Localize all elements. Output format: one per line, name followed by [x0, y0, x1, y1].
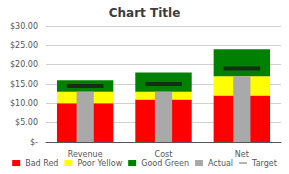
svg-text:$20.00: $20.00: [10, 60, 38, 69]
svg-text:$30.00: $30.00: [10, 22, 38, 31]
svg-text:Bad Red: Bad Red: [25, 159, 58, 168]
svg-text:Poor Yellow: Poor Yellow: [77, 159, 122, 168]
svg-text:Cost: Cost: [155, 150, 173, 159]
svg-text:Chart Title: Chart Title: [109, 6, 181, 20]
svg-text:$15.00: $15.00: [10, 80, 38, 89]
svg-text:$-: $-: [30, 138, 38, 147]
svg-text:$25.00: $25.00: [10, 41, 38, 50]
svg-text:$5.00: $5.00: [15, 118, 38, 127]
svg-text:$10.00: $10.00: [10, 99, 38, 108]
svg-text:Target: Target: [251, 159, 277, 168]
svg-text:Net: Net: [235, 150, 249, 159]
svg-text:Revenue: Revenue: [68, 150, 103, 159]
svg-text:Good Green: Good Green: [141, 159, 189, 168]
svg-text:Actual: Actual: [208, 159, 233, 168]
